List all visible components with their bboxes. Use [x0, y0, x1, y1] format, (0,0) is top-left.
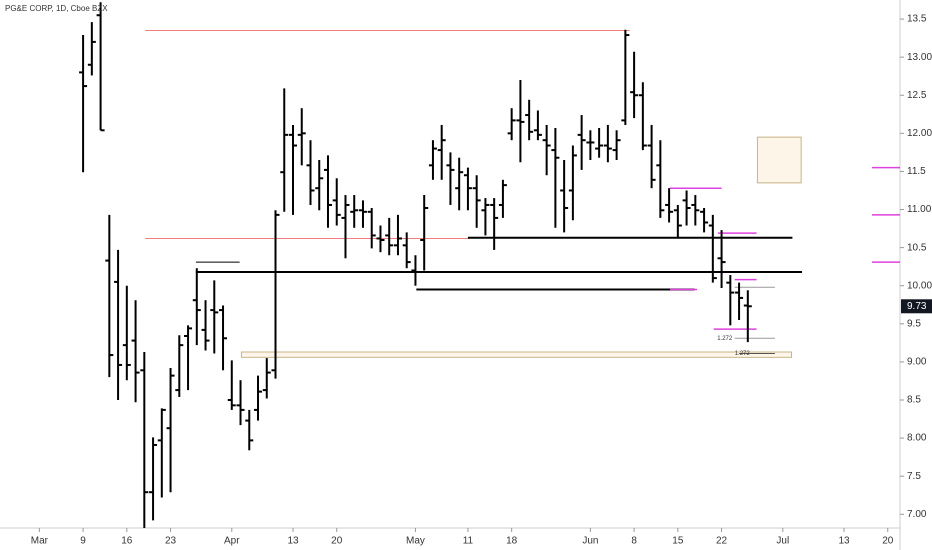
y-tick-label: 8.00	[907, 433, 927, 444]
x-tick-label: 23	[165, 536, 177, 547]
y-tick-label: 10.5	[907, 242, 927, 253]
x-tick-label: 18	[506, 536, 518, 547]
x-tick-label: 15	[672, 536, 684, 547]
x-tick-label: May	[406, 536, 425, 547]
y-tick-label: 13.00	[907, 52, 932, 63]
x-tick-label: 16	[121, 536, 133, 547]
x-tick-label: 8	[631, 536, 637, 547]
x-tick-label: Jun	[582, 536, 598, 547]
x-tick-label: 11	[463, 536, 474, 547]
fib-label: 1.272	[717, 336, 733, 342]
y-tick-label: 12.00	[907, 128, 932, 139]
x-tick-label: 20	[882, 536, 894, 547]
y-tick-label: 7.00	[907, 509, 927, 520]
x-tick-label: 20	[331, 536, 343, 547]
fib-label: 1.272	[735, 351, 751, 357]
y-tick-label: 7.5	[907, 471, 921, 482]
x-tick-label: Mar	[31, 536, 49, 547]
y-tick-label: 11.00	[907, 204, 932, 215]
x-tick-label: 9	[80, 536, 86, 547]
y-tick-label: 9.00	[907, 357, 927, 368]
x-tick-label: Apr	[224, 536, 240, 547]
y-tick-label: 11.5	[907, 166, 926, 177]
chart-title: PG&E CORP, 1D, Cboe BZX	[5, 4, 108, 13]
last-price-label: 9.73	[907, 301, 927, 312]
x-tick-label: Jul	[776, 536, 789, 547]
y-tick-label: 8.5	[907, 395, 921, 406]
y-tick-label: 13.5	[907, 14, 927, 25]
box-drawing	[756, 136, 802, 184]
x-tick-label: 22	[716, 536, 728, 547]
box-drawing	[240, 351, 793, 358]
x-tick-label: 13	[287, 536, 299, 547]
y-tick-label: 10.00	[907, 280, 932, 291]
last-price-box	[901, 299, 932, 314]
x-tick-label: 13	[838, 536, 850, 547]
plot-area: 1.272 1.272	[79, 2, 900, 528]
y-tick-label: 12.5	[907, 90, 927, 101]
y-tick-label: 9.5	[907, 318, 921, 329]
